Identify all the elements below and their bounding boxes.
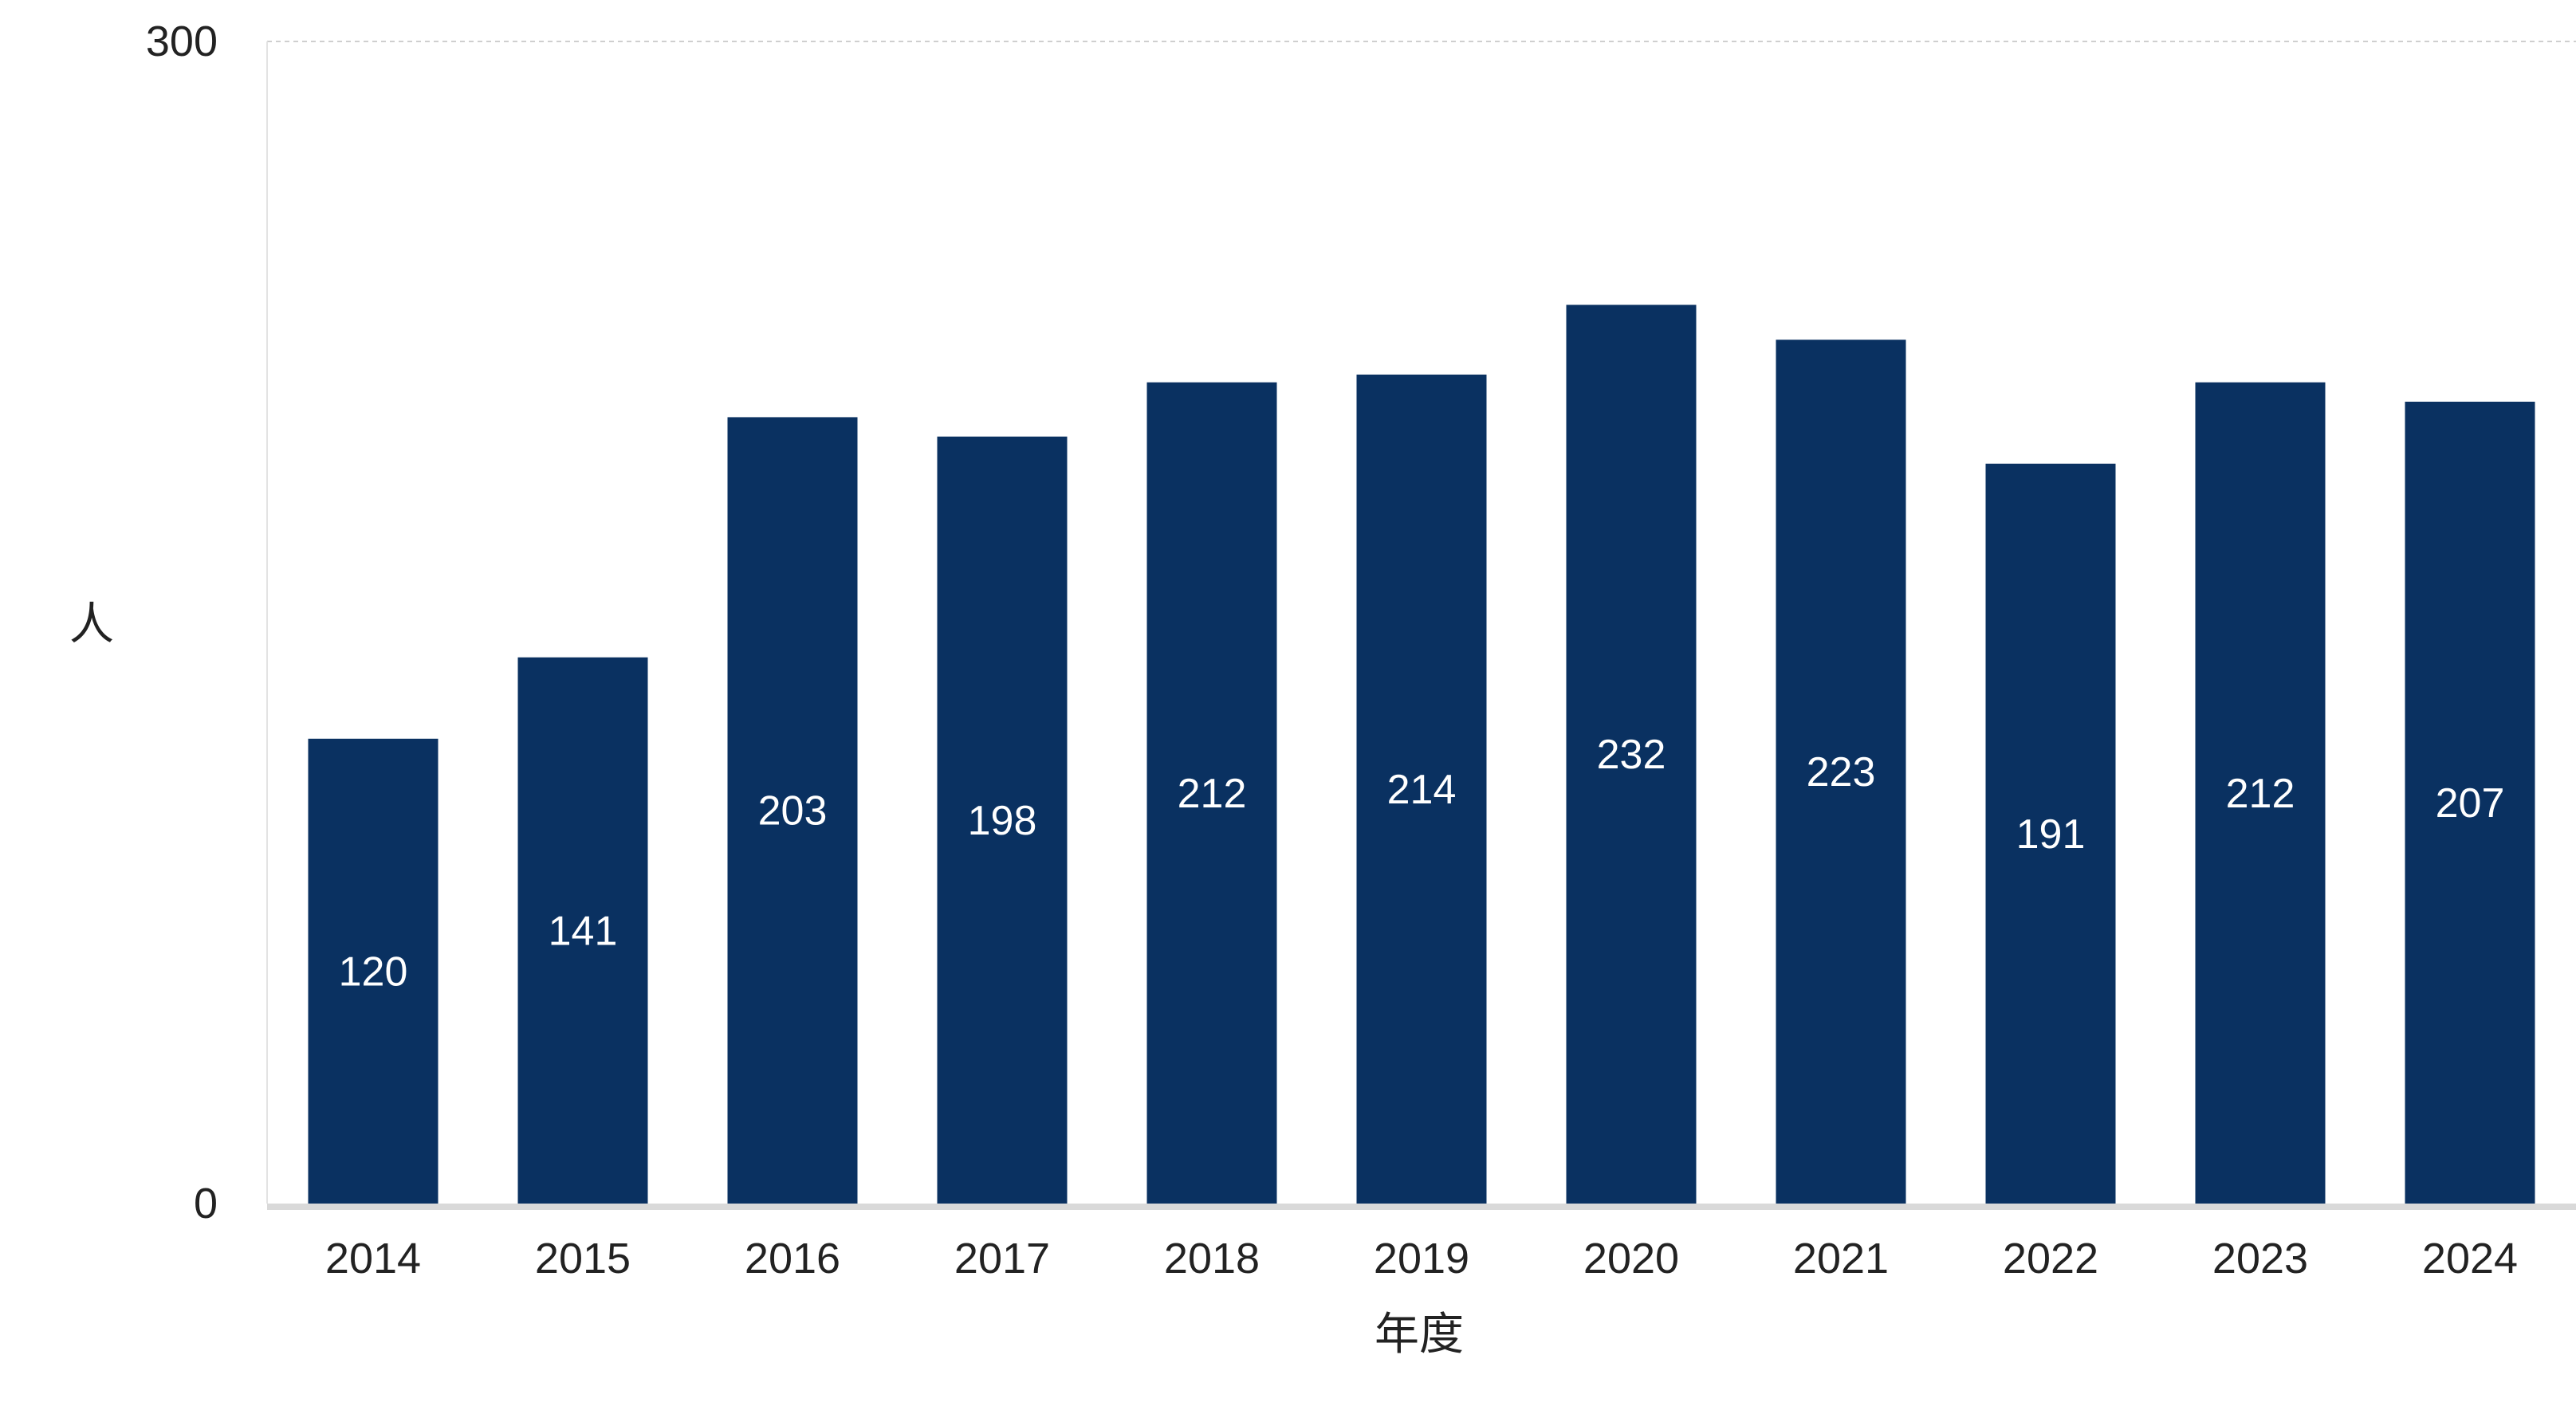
bar-2022 (1985, 463, 2116, 1204)
bar-value-label: 212 (2226, 771, 2295, 817)
x-tick-label: 2020 (1583, 1235, 1679, 1282)
y-tick-label: 0 (194, 1180, 218, 1227)
bar-value-label: 120 (339, 948, 408, 995)
bar-2017 (937, 436, 1068, 1204)
x-tick-label: 2015 (535, 1235, 631, 1282)
bar-2018 (1146, 382, 1277, 1204)
bars-layer: 120 141 203 198 212 214 232 223 191 212 207 (308, 304, 2535, 1204)
bar-2014 (308, 738, 439, 1204)
bar-value-label: 198 (968, 798, 1037, 844)
bar-2016 (727, 417, 858, 1204)
bar-value-label: 214 (1387, 767, 1457, 813)
bar-value-label: 212 (1178, 771, 1247, 817)
x-tick-label: 2024 (2422, 1235, 2518, 1282)
y-tick-labels: 0 300 (146, 18, 218, 1227)
x-tick-label: 2019 (1374, 1235, 1469, 1282)
bar-2024 (2405, 401, 2535, 1204)
bar-2019 (1356, 374, 1487, 1204)
x-tick-label: 2022 (2003, 1235, 2098, 1282)
bar-2015 (517, 657, 648, 1204)
bar-value-label: 203 (758, 788, 828, 835)
x-tick-labels: 2014 2015 2016 2017 2018 2019 2020 2021 2022 2023… (325, 1235, 2518, 1282)
y-axis-title: 人 (69, 599, 114, 649)
y-tick-label: 300 (146, 18, 218, 65)
bar-value-label: 141 (549, 908, 618, 954)
bar-2021 (1776, 340, 1906, 1204)
bar-2020 (1566, 304, 1697, 1204)
x-tick-label: 2021 (1793, 1235, 1889, 1282)
bar-value-label: 207 (2436, 780, 2505, 827)
bar-2023 (2195, 382, 2326, 1204)
bar-value-label: 223 (1807, 749, 1876, 795)
x-tick-label: 2018 (1164, 1235, 1260, 1282)
x-axis-title: 年度 (1375, 1309, 1464, 1359)
bar-value-label: 191 (2016, 811, 2086, 858)
x-tick-label: 2023 (2212, 1235, 2308, 1282)
bar-value-label: 232 (1597, 732, 1666, 778)
x-tick-label: 2016 (745, 1235, 840, 1282)
x-tick-label: 2017 (954, 1235, 1050, 1282)
x-tick-label: 2014 (325, 1235, 421, 1282)
